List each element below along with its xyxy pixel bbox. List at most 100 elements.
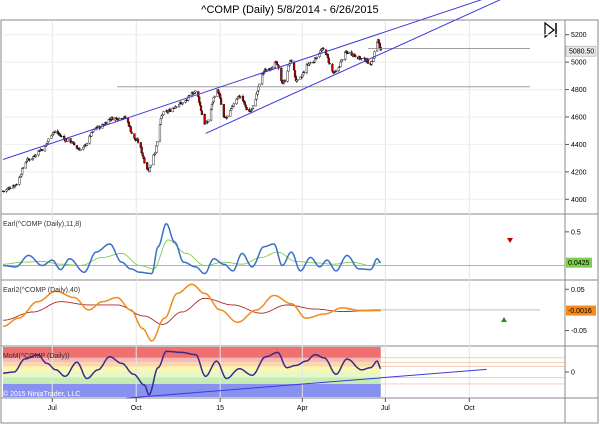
candle-body [199,105,203,111]
candle-body [140,146,143,154]
candle-body [24,162,27,169]
candle-body [37,150,40,156]
mom-zone-1 [3,357,381,363]
candle-body [376,41,379,52]
candle-body [143,157,146,164]
price-panel [1,0,530,193]
price-y-tick-label: 5000 [571,60,587,67]
chart-title: ^COMP (Daily) 5/8/2014 - 6/26/2015 [201,4,378,16]
candle-body [230,108,233,111]
candle-body [124,116,127,119]
candle-body [103,124,106,126]
candle-body [188,95,191,97]
x-tick-label: Apr [297,405,309,412]
candle-body [156,141,159,147]
candle-body [206,122,209,124]
candle-body [162,111,165,115]
ehlers2-value-badge [566,305,596,316]
candle-body [53,131,57,133]
candle-body [264,69,267,72]
candle-body [354,55,357,58]
candle-body [181,102,184,105]
mom-y-tick-label: 0 [571,370,575,377]
candle-body [168,109,172,112]
ehlers2-y-tick-label: 0.05 [571,287,585,294]
price-y-tick-label: 4200 [571,169,587,176]
candle-body [47,138,50,142]
ehlers2-y-tick-label: -0.05 [571,328,587,335]
candle-body [41,149,44,151]
x-tick-label: 15 [216,405,224,412]
ehlers2-panel [2,283,540,342]
ehlers-value-badge [566,257,592,268]
candle-body [9,187,12,189]
candle-body [130,131,133,134]
candle-body [226,115,229,118]
copyright-text: © 2015 NinjaTrader, LLC [3,390,80,398]
x-tick-label: Jul [48,405,57,412]
mom-zone-2 [3,362,381,367]
candle-body [200,110,204,115]
candle-body [116,119,120,121]
candle-body [18,176,21,185]
candle-body [244,104,247,108]
candle-body [327,57,330,63]
candle-body [256,90,259,95]
candle-body [341,59,344,61]
candle-body [129,126,132,132]
x-tick-label: Jul [381,405,390,412]
last-price-badge [565,45,597,57]
candle-body [280,67,283,81]
candle-body [313,57,317,63]
chart-border [0,19,599,424]
x-tick-label: Oct [131,405,142,412]
candle-body [337,67,340,72]
candle-body [203,113,206,125]
candle-body [243,101,246,105]
x-tick-label: Oct [464,405,475,412]
candle-body [14,184,17,186]
candle-body [178,104,181,107]
candle-body [21,168,24,175]
mom-zones [3,347,381,397]
ehlers2-fast-line [2,283,381,342]
candle-body [271,66,274,69]
candle-body [347,51,350,54]
ehlers-value-label: 0.0425 [568,260,590,267]
candle-body [258,83,261,87]
candle-body [339,61,342,68]
mom-zone-0 [3,347,381,358]
candle-body [358,56,361,60]
candle-body [222,104,225,117]
candle-body [213,96,216,98]
mom-zone-3 [3,366,381,372]
candle-body [245,107,248,111]
candle-body [158,124,162,142]
candle-body [73,142,76,146]
candle-body [2,190,6,192]
candle-body [326,53,329,58]
ehlers-panel [3,222,565,275]
mom-zone-6 [3,383,381,397]
candle-body [290,59,293,63]
candle-body [66,138,69,142]
mom-panel [3,350,565,399]
ehlers2-slow-line [3,297,381,325]
ehlers-slow-line [3,239,381,270]
candle-body [60,135,63,137]
candle-body [175,106,178,108]
mom-trend-line [126,368,487,399]
candle-body [210,104,214,110]
ehlers-panel-label: Earl(^COMP (Daily),11,8) [3,221,81,228]
candle-body [328,63,331,65]
ehlers2-panel-label: Earl2(^COMP (Daily),40) [3,287,80,294]
price-trend-line [2,0,483,160]
candle-body [149,164,152,168]
grid-layer [3,21,565,397]
last-price-label: 5080.50 [569,49,594,56]
candle-body [148,167,152,172]
candle-body [283,80,287,82]
candle-body [117,117,120,120]
candle-body [111,117,114,121]
